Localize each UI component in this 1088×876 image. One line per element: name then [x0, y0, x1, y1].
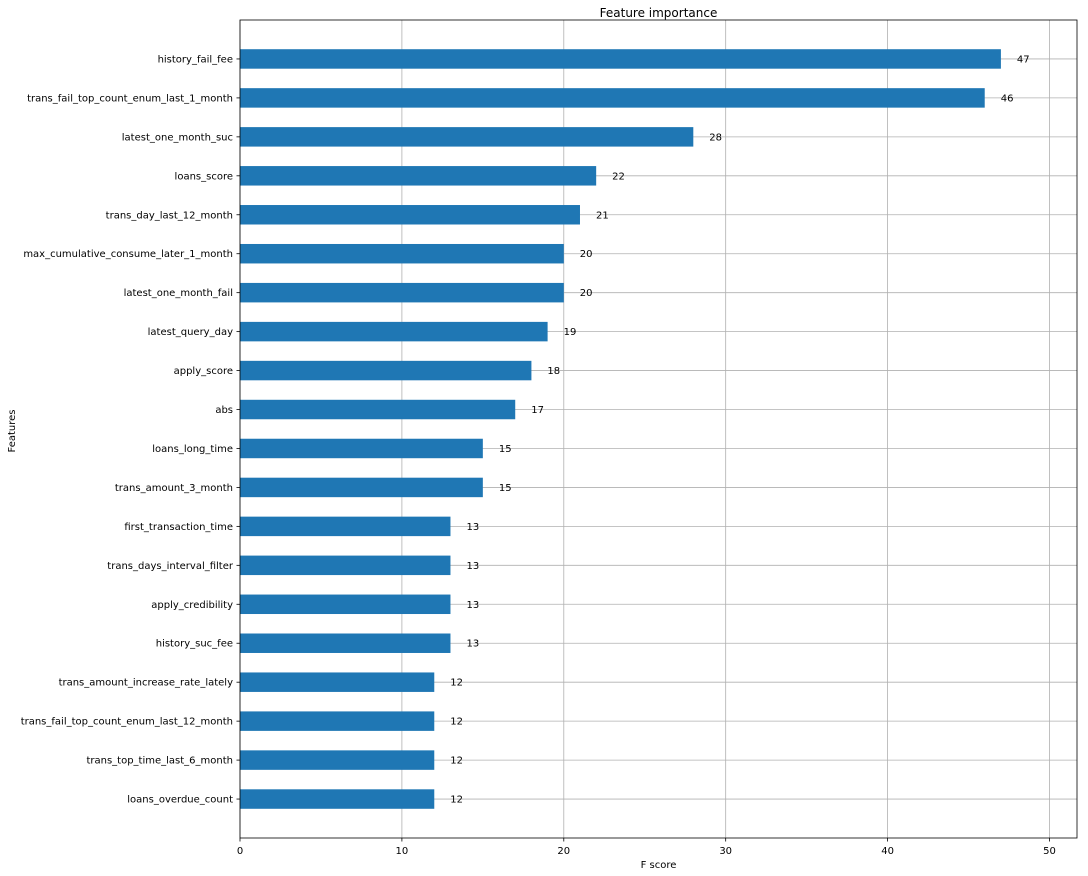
bar-value-label: 28: [709, 132, 722, 143]
y-tick-label: trans_amount_3_month: [115, 483, 233, 494]
bar: [240, 321, 548, 342]
bar: [240, 399, 516, 420]
bar: [240, 750, 435, 770]
bar: [240, 672, 435, 692]
y-tick-label: latest_one_month_suc: [122, 132, 233, 143]
x-tick-label: 0: [237, 846, 243, 857]
y-tick-label: max_cumulative_consume_later_1_month: [23, 249, 233, 260]
bar-value-label: 20: [580, 249, 593, 260]
bar: [240, 127, 694, 147]
bar-value-label: 13: [466, 639, 479, 650]
bar: [240, 205, 580, 225]
bar-value-label: 46: [1001, 93, 1014, 104]
y-tick-label: first_transaction_time: [124, 522, 233, 533]
bar: [240, 594, 451, 615]
bar-value-label: 13: [466, 561, 479, 572]
y-tick-label: history_suc_fee: [156, 639, 233, 650]
bar-value-label: 12: [450, 795, 463, 806]
bar: [240, 360, 532, 381]
x-tick-label: 20: [557, 846, 570, 857]
bar-value-label: 22: [612, 171, 625, 182]
bar-value-label: 18: [547, 366, 560, 377]
bars: [240, 49, 1001, 809]
y-tick-label: trans_top_time_last_6_month: [86, 756, 233, 767]
bar: [240, 49, 1001, 69]
y-tick-label: loans_score: [175, 171, 233, 182]
bar-value-label: 13: [466, 522, 479, 533]
plot-area: [240, 20, 1077, 838]
bar-value-label: 17: [531, 405, 544, 416]
y-tick-label: history_fail_fee: [158, 54, 233, 65]
bar-value-label: 47: [1017, 54, 1030, 65]
bar: [240, 516, 451, 537]
y-axis-ticks: history_fail_fee trans_fail_top_count_enu…: [21, 54, 240, 806]
x-axis-label: F score: [641, 860, 677, 871]
y-tick-label: latest_one_month_fail: [124, 288, 233, 299]
bar: [240, 438, 483, 459]
y-tick-label: apply_credibility: [151, 600, 233, 611]
bar: [240, 789, 435, 809]
bar-value-label: 21: [596, 210, 609, 221]
y-axis-label: Features: [7, 410, 18, 453]
bar: [240, 243, 564, 264]
y-tick-label: trans_fail_top_count_enum_last_1_month: [27, 93, 233, 104]
x-tick-label: 50: [1043, 846, 1056, 857]
x-tick-label: 10: [396, 846, 409, 857]
bar-value-label: 15: [499, 444, 512, 455]
bar-value-label: 20: [580, 288, 593, 299]
x-axis-ticks: 0 10 20 30 40 50: [237, 838, 1056, 857]
y-tick-label: trans_fail_top_count_enum_last_12_month: [21, 717, 233, 728]
plot-frame: [239, 19, 1078, 839]
bar-value-label: 19: [564, 327, 577, 338]
bar-value-label: 12: [450, 678, 463, 689]
y-tick-label: trans_day_last_12_month: [106, 210, 233, 221]
bar: [240, 88, 985, 108]
bar-value-label: 13: [466, 600, 479, 611]
bar: [240, 555, 451, 576]
y-tick-label: trans_amount_increase_rate_lately: [59, 678, 234, 689]
y-tick-label: trans_days_interval_filter: [107, 561, 234, 572]
y-tick-label: loans_overdue_count: [127, 795, 233, 806]
y-tick-label: latest_query_day: [148, 327, 233, 338]
value-labels: 47 46 28 22 21 20 20 19 18 17 15 15 13 13 13 13 12 12 12 12: [450, 54, 1029, 805]
bar: [240, 633, 451, 653]
bar-value-label: 12: [450, 717, 463, 728]
bar: [240, 711, 435, 731]
bar: [240, 166, 597, 186]
bar: [240, 477, 483, 498]
bar: [240, 282, 564, 303]
bar-value-label: 15: [499, 483, 512, 494]
y-tick-label: apply_score: [174, 366, 233, 377]
x-tick-label: 40: [881, 846, 894, 857]
y-tick-label: loans_long_time: [152, 444, 233, 455]
plot-border: [239, 19, 1078, 839]
y-tick-label: abs: [215, 405, 233, 416]
chart-title: Feature importance: [600, 6, 718, 20]
x-tick-label: 30: [719, 846, 732, 857]
bar-value-label: 12: [450, 756, 463, 767]
